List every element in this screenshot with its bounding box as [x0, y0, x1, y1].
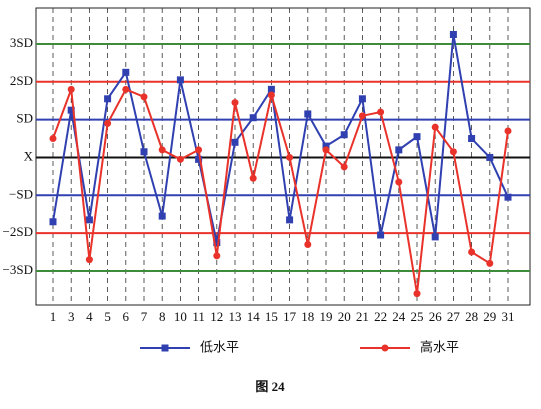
point	[231, 138, 239, 146]
point	[158, 212, 166, 220]
point	[267, 91, 275, 99]
series-line	[52, 34, 509, 243]
point	[413, 290, 421, 298]
x-tick-label: 24	[392, 309, 406, 324]
point	[486, 153, 494, 161]
x-tick-label: 25	[411, 309, 424, 324]
point	[195, 146, 203, 154]
x-tick-label: 13	[229, 309, 242, 324]
point	[140, 148, 148, 156]
point	[249, 174, 257, 182]
point	[468, 248, 476, 256]
y-tick-label: −3SD	[3, 262, 33, 277]
point	[85, 256, 93, 264]
x-tick-label: 26	[429, 309, 443, 324]
point	[377, 108, 385, 116]
point	[213, 252, 221, 260]
point	[176, 76, 184, 84]
x-tick-label: 18	[301, 309, 314, 324]
point	[267, 85, 275, 93]
point	[322, 146, 330, 154]
x-tick-label: 19	[320, 309, 333, 324]
legend-label: 高水平	[420, 340, 459, 356]
x-tick-label: 4	[86, 309, 93, 324]
point	[49, 135, 57, 143]
point	[104, 119, 112, 127]
point	[413, 133, 421, 141]
x-tick-label: 14	[247, 309, 261, 324]
point	[67, 106, 75, 114]
x-tick-label: 7	[141, 309, 148, 324]
x-tick-label: 27	[447, 309, 461, 324]
x-tick-label: 28	[465, 309, 478, 324]
y-tick-label: X	[24, 148, 34, 163]
point	[140, 93, 148, 101]
x-tick-label: 29	[483, 309, 496, 324]
caption: 图 24	[255, 379, 285, 394]
point	[395, 178, 403, 186]
point	[304, 240, 312, 248]
point	[104, 95, 112, 103]
point	[158, 146, 166, 154]
point	[449, 30, 457, 38]
x-tick-label: 6	[123, 309, 130, 324]
point	[213, 239, 221, 247]
point	[358, 95, 366, 103]
point	[195, 155, 203, 163]
point	[249, 114, 257, 122]
legend-marker	[161, 344, 169, 352]
x-tick-label: 17	[283, 309, 297, 324]
y-tick-label: 3SD	[10, 35, 33, 50]
x-tick-label: 8	[159, 309, 166, 324]
point	[85, 216, 93, 224]
point	[431, 233, 439, 241]
point	[340, 163, 348, 171]
point	[449, 148, 457, 156]
point	[67, 85, 75, 93]
x-tick-label: 20	[338, 309, 351, 324]
y-tick-label: 2SD	[10, 73, 33, 88]
point	[468, 135, 476, 143]
point	[340, 131, 348, 139]
x-tick-label: 1	[50, 309, 57, 324]
x-tick-label: 3	[68, 309, 75, 324]
point	[122, 85, 130, 93]
point	[231, 99, 239, 107]
x-tick-label: 10	[174, 309, 187, 324]
point	[358, 112, 366, 120]
point	[377, 231, 385, 239]
point	[49, 218, 57, 226]
point	[304, 110, 312, 118]
x-tick-label: 15	[265, 309, 278, 324]
legend-marker	[381, 344, 389, 352]
point	[504, 193, 512, 201]
point	[286, 216, 294, 224]
point	[286, 153, 294, 161]
point	[176, 155, 184, 163]
x-tick-label: 11	[192, 309, 205, 324]
point	[395, 146, 403, 154]
point	[504, 127, 512, 135]
point	[322, 142, 330, 150]
x-tick-label: 22	[374, 309, 387, 324]
point	[486, 259, 494, 267]
x-tick-label: 21	[356, 309, 369, 324]
y-tick-label: −2SD	[3, 224, 33, 239]
point	[431, 123, 439, 131]
y-tick-label: −SD	[9, 186, 33, 201]
x-tick-label: 12	[210, 309, 223, 324]
x-tick-label: 31	[502, 309, 515, 324]
x-tick-label: 5	[104, 309, 111, 324]
legend-label: 低水平	[200, 341, 239, 356]
point	[122, 68, 130, 76]
y-tick-label: SD	[16, 111, 33, 126]
